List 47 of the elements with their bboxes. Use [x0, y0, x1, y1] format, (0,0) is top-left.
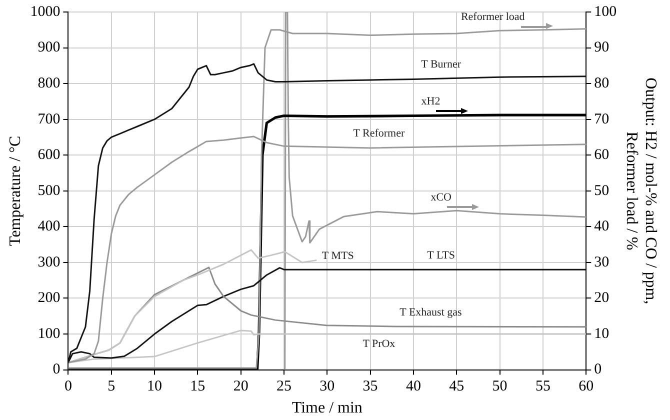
y2-axis-title: Output: H2 / mol-% and CO / ppm, Reformer load / % [622, 78, 660, 304]
x-tick-label: 60 [578, 378, 594, 395]
y2-tick-label: 50 [594, 182, 610, 199]
x-tick-label: 30 [320, 378, 335, 395]
y-tick-label: 900 [38, 40, 60, 56]
y-tick-label: 400 [38, 218, 60, 235]
y2-tick-label: 30 [594, 254, 610, 270]
x-tick-label: 45 [449, 378, 464, 395]
x-tick-label: 25 [276, 378, 292, 395]
y2-tick-label: 80 [594, 75, 610, 92]
y2-tick-label: 70 [594, 111, 610, 128]
series-label: T MTS [322, 250, 354, 262]
y2-tick-label: 40 [594, 218, 610, 235]
x-tick-label: 35 [362, 378, 378, 395]
series-label: T Exhaust gas [400, 306, 462, 318]
x-tick-label: 50 [492, 378, 508, 395]
y-tick-label: 300 [38, 254, 60, 270]
y2-tick-label: 100 [594, 4, 617, 20]
y2-tick-label: 10 [594, 326, 610, 342]
x-tick-label: 10 [147, 378, 162, 395]
y-tick-label: 800 [38, 75, 60, 92]
x-tick-label: 20 [233, 378, 248, 395]
series-label: xH2 [421, 96, 440, 108]
y2-tick-label: 90 [594, 40, 610, 56]
series-label: T LTS [427, 250, 455, 262]
y-tick-label: 500 [38, 182, 60, 199]
x-tick-label: 55 [535, 378, 550, 395]
series-label: xCO [430, 192, 452, 204]
x-tick-label: 40 [406, 378, 421, 395]
series-label: T Burner [421, 58, 462, 70]
y2-tick-label: 0 [594, 362, 602, 378]
x-tick-label: 0 [64, 378, 72, 395]
y-tick-label: 600 [38, 147, 60, 164]
series-label: T Reformer [353, 128, 405, 140]
x-tick-label: 15 [190, 378, 206, 395]
y-tick-label: 700 [38, 111, 60, 128]
y-tick-label: 200 [38, 290, 60, 306]
y2-tick-label: 60 [594, 147, 610, 164]
x-tick-label: 5 [108, 378, 116, 395]
y-tick-label: 100 [38, 326, 60, 342]
y-axis-title: Temperature / °C [6, 136, 24, 246]
y-tick-label: 1000 [30, 4, 60, 20]
y2-tick-label: 20 [594, 290, 610, 306]
x-axis-title: Time / min [292, 400, 362, 417]
y-tick-label: 0 [52, 362, 60, 378]
series-label: Reformer load [460, 10, 526, 23]
series-label: T PrOx [362, 338, 396, 350]
